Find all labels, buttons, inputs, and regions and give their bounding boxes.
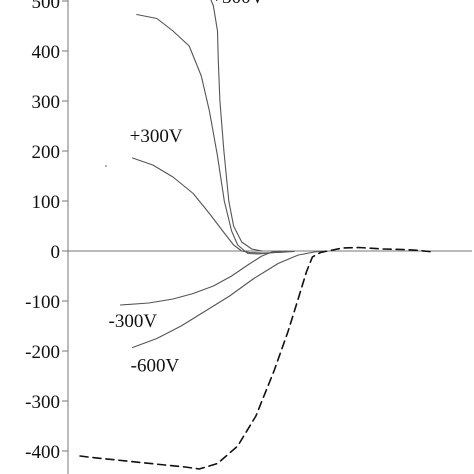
series-line-4 bbox=[119, 250, 281, 306]
y-tick-label: -100 bbox=[25, 292, 60, 313]
stray-dot bbox=[105, 165, 107, 167]
curve-label: +300V bbox=[130, 126, 183, 147]
curve-label: -300V bbox=[109, 311, 158, 332]
y-tick-label: 400 bbox=[32, 42, 61, 63]
y-tick-label: -200 bbox=[25, 342, 60, 363]
series-line-6 bbox=[79, 246, 435, 470]
y-tick-label: 0 bbox=[51, 242, 61, 263]
series-line-5 bbox=[132, 250, 328, 349]
labels-layer: +300V +300V -300V -600V bbox=[105, 0, 265, 377]
y-tick-label: -400 bbox=[25, 442, 60, 463]
axes: 500 400 300 200 100 0 -100 -200 -300 -400 bbox=[25, 0, 472, 474]
y-tick-label: 200 bbox=[32, 142, 61, 163]
curve-label: +300V bbox=[211, 0, 264, 8]
series-line-2 bbox=[136, 13, 287, 255]
curve-label: -600V bbox=[131, 356, 180, 377]
y-tick-label: -300 bbox=[25, 392, 60, 413]
y-tick-label: 100 bbox=[32, 192, 61, 213]
series-layer bbox=[79, 0, 435, 470]
series-line-3 bbox=[132, 157, 295, 254]
y-tick-label: 300 bbox=[32, 92, 61, 113]
y-tick-label: 500 bbox=[32, 0, 61, 13]
series-line-1 bbox=[210, 0, 263, 252]
